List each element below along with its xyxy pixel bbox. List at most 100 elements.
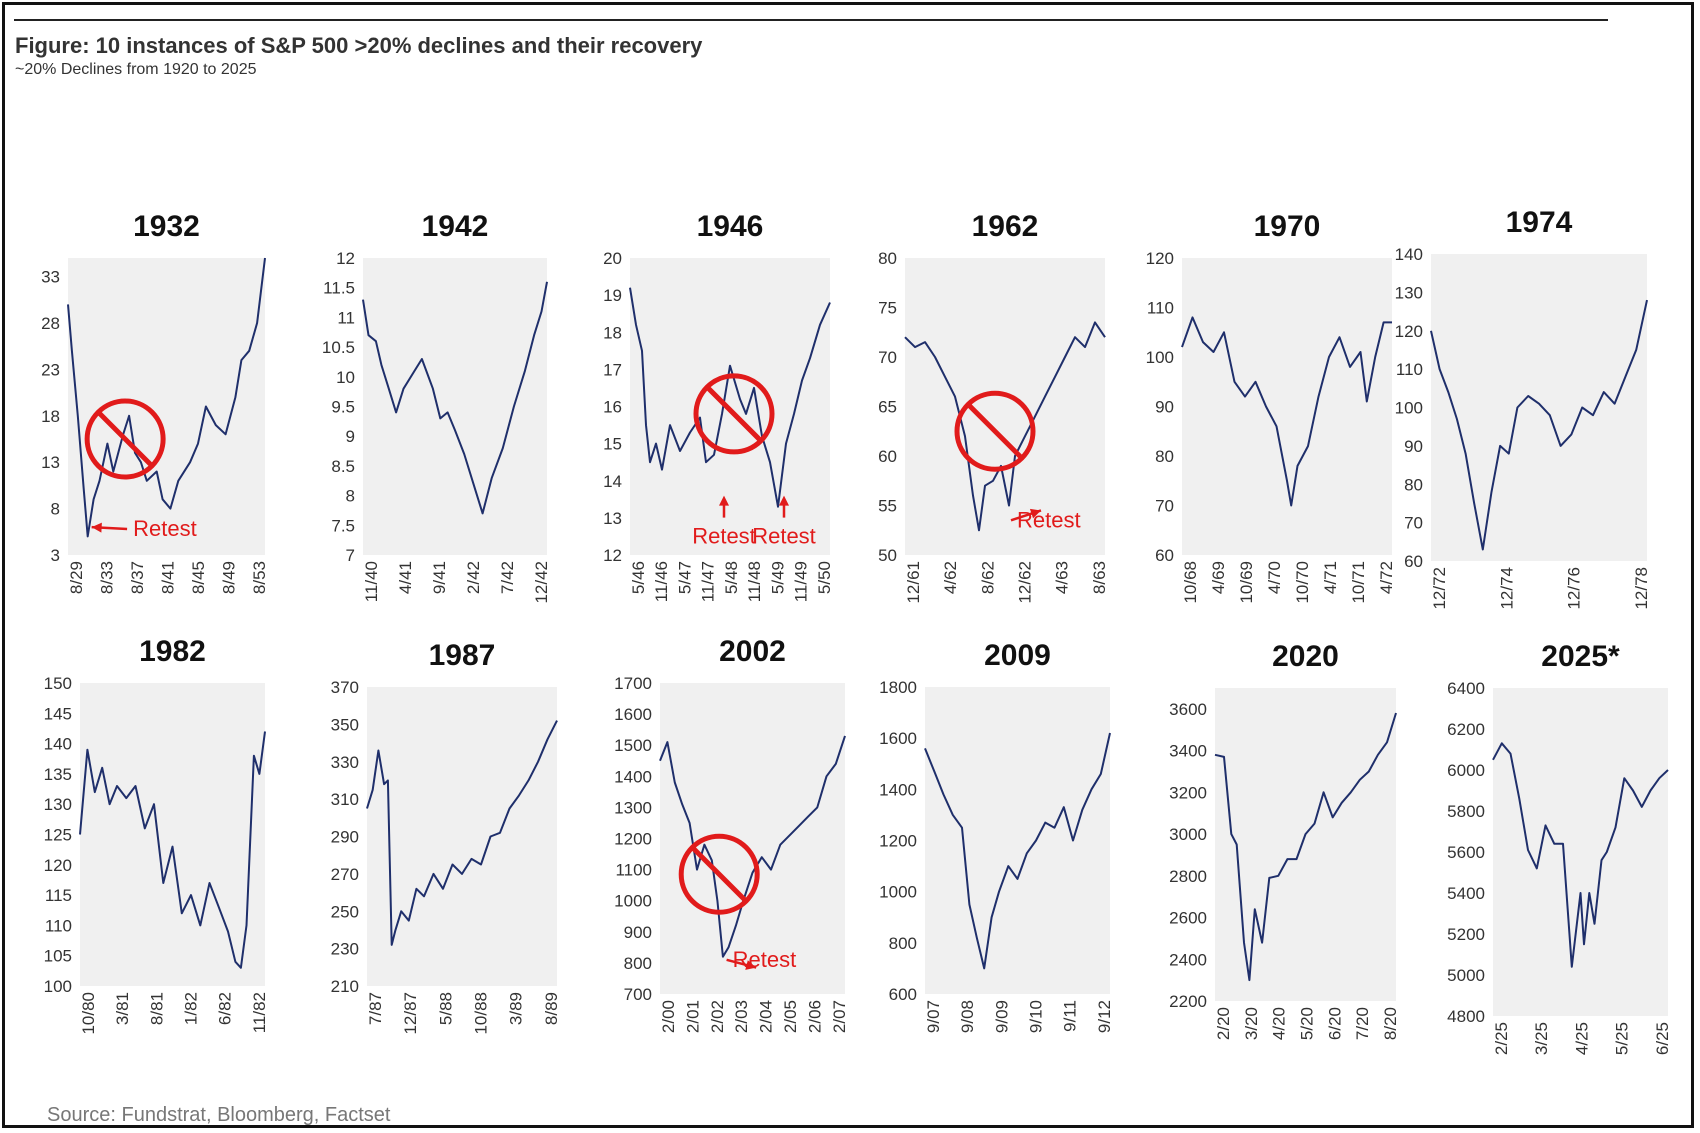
y-tick-label: 16 <box>603 398 622 417</box>
y-tick-label: 700 <box>624 985 652 1004</box>
x-tick-label: 8/49 <box>219 561 238 594</box>
y-tick-label: 19 <box>603 286 622 305</box>
y-tick-label: 1300 <box>614 798 652 817</box>
no-sign-circle <box>84 398 166 480</box>
x-tick-label: 4/25 <box>1572 1022 1591 1055</box>
x-tick-label: 4/69 <box>1209 561 1228 594</box>
y-tick-label: 5600 <box>1447 843 1485 862</box>
y-tick-label: 115 <box>45 886 72 905</box>
no-sign-slash <box>966 402 1024 461</box>
x-tick-label: 10/71 <box>1349 561 1368 604</box>
y-tick-label: 28 <box>41 314 60 333</box>
y-tick-label: 8 <box>346 487 355 506</box>
no-sign-circle <box>678 833 760 915</box>
annotation-arrow-head <box>779 495 789 506</box>
x-tick-label: 8/62 <box>978 561 997 594</box>
series-line <box>1430 299 1648 551</box>
y-tick-label: 8 <box>51 500 60 519</box>
chart-title: 2002 <box>719 635 786 668</box>
x-tick-label: 12/62 <box>1016 561 1035 604</box>
y-tick-label: 2600 <box>1169 909 1207 928</box>
x-tick-label: 5/88 <box>436 992 455 1025</box>
chart-1974: 1974 60 70 80 90 100 110 120 130 140 12/72 12/74 12/… <box>1395 206 1651 610</box>
x-tick-label: 12/76 <box>1565 567 1584 610</box>
y-tick-label: 13 <box>603 509 622 528</box>
annotation-arrow-head <box>1029 508 1041 519</box>
x-tick-label: 4/72 <box>1377 561 1396 594</box>
x-tick-label: 9/10 <box>1027 1000 1046 1033</box>
x-tick-label: 2/00 <box>659 1000 678 1033</box>
chart-title: 1974 <box>1506 206 1573 239</box>
y-tick-label: 14 <box>603 472 622 491</box>
y-tick-label: 230 <box>331 940 359 959</box>
y-tick-label: 80 <box>1155 447 1174 466</box>
chart-1987: 1987 210 230 250 270 290 310 330 350 370 7/87 12/87… <box>331 639 561 1035</box>
y-tick-label: 145 <box>44 704 72 723</box>
y-tick-label: 350 <box>331 715 359 734</box>
chart-1942: 1942 7 7.5 8 8.5 9 9.5 10 10.5 11 11.5 12 11/40 4/41 9… <box>322 210 551 604</box>
y-tick-label: 12 <box>336 249 355 268</box>
x-tick-label: 12/61 <box>904 561 923 604</box>
y-tick-label: 2200 <box>1169 992 1207 1011</box>
x-tick-label: 3/89 <box>507 992 526 1025</box>
chart-2002: 2002 700 800 900 1000 1100 1200 1300 1400 1500 160… <box>614 635 849 1033</box>
annotation-arrow-head <box>91 522 102 533</box>
y-tick-label: 5800 <box>1447 802 1485 821</box>
x-tick-label: 9/08 <box>958 1000 977 1033</box>
y-tick-label: 110 <box>1396 360 1423 379</box>
x-tick-label: 12/87 <box>401 992 420 1035</box>
y-tick-label: 2400 <box>1169 950 1207 969</box>
y-tick-label: 60 <box>1404 552 1423 571</box>
x-tick-label: 5/47 <box>675 561 694 594</box>
chart-1970: 1970 60 70 80 90 100 110 120 10/68 4/69 10/69 4/70 1… <box>1146 210 1396 604</box>
chart-title: 1987 <box>429 639 496 672</box>
annotation-label: Retest <box>692 524 756 549</box>
y-tick-label: 130 <box>44 795 72 814</box>
x-tick-label: 2/42 <box>464 561 483 594</box>
y-tick-label: 140 <box>1395 245 1423 264</box>
y-tick-label: 120 <box>1146 249 1174 268</box>
y-tick-label: 3 <box>51 546 60 565</box>
x-tick-label: 4/71 <box>1321 561 1340 594</box>
x-tick-label: 2/01 <box>683 1000 702 1033</box>
y-tick-label: 3600 <box>1169 700 1207 719</box>
x-tick-label: 11/40 <box>362 561 381 602</box>
y-tick-label: 800 <box>889 934 917 953</box>
x-tick-label: 12/42 <box>532 561 551 604</box>
y-tick-label: 100 <box>44 977 72 996</box>
chart-title: 1970 <box>1254 210 1321 243</box>
y-tick-label: 900 <box>624 923 652 942</box>
y-tick-label: 60 <box>1155 546 1174 565</box>
chart-1962: 1962 50 55 60 65 70 75 80 12/61 4/62 8/62 12/62 4/63… <box>878 210 1109 604</box>
x-tick-label: 4/70 <box>1265 561 1284 594</box>
x-tick-label: 11/49 <box>792 561 811 602</box>
x-tick-label: 7/87 <box>366 992 385 1025</box>
y-tick-label: 1400 <box>879 780 917 799</box>
y-tick-label: 140 <box>44 735 72 754</box>
y-tick-label: 10 <box>336 368 355 387</box>
series-line <box>1214 712 1397 982</box>
chart-1932: 1932 3 8 13 18 23 28 33 8/29 8/33 8/37 8/41 8/45 8/49… <box>41 210 269 594</box>
annotation-label: Retest <box>1017 507 1081 532</box>
annotation-arrow-head <box>745 960 757 970</box>
annotation-arrow-head <box>719 495 729 506</box>
y-tick-label: 11.5 <box>323 279 355 298</box>
x-tick-label: 6/20 <box>1325 1007 1344 1040</box>
y-tick-label: 250 <box>331 902 359 921</box>
y-tick-label: 1200 <box>879 832 917 851</box>
y-tick-label: 1600 <box>614 705 652 724</box>
series-line <box>1492 742 1669 968</box>
y-tick-label: 23 <box>41 360 60 379</box>
y-tick-label: 60 <box>878 447 897 466</box>
y-tick-label: 9 <box>346 427 355 446</box>
x-tick-label: 8/41 <box>158 561 177 594</box>
y-tick-label: 5200 <box>1447 925 1485 944</box>
chart-title: 1942 <box>422 210 489 243</box>
series-line <box>79 731 266 969</box>
no-sign-circle <box>954 390 1036 472</box>
y-tick-label: 70 <box>878 348 897 367</box>
x-tick-label: 2/05 <box>781 1000 800 1033</box>
figure-subtitle: ~20% Declines from 1920 to 2025 <box>15 61 257 78</box>
plot-area <box>660 683 845 994</box>
